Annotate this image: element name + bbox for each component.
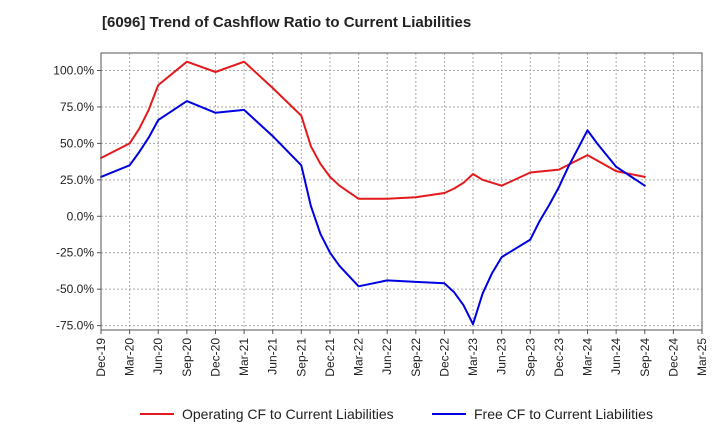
x-tick-label: Dec-21 bbox=[323, 338, 337, 377]
x-tick-label: Sep-21 bbox=[294, 338, 308, 377]
x-tick-label: Mar-21 bbox=[237, 338, 251, 376]
y-tick-label: -75.0% bbox=[56, 319, 94, 333]
x-tick-label: Sep-23 bbox=[523, 338, 537, 377]
x-tick-label: Dec-20 bbox=[208, 338, 222, 377]
x-tick-label: Jun-20 bbox=[151, 338, 165, 375]
y-tick-label: 100.0% bbox=[53, 63, 94, 77]
free-cf-line bbox=[100, 100, 646, 326]
x-tick-label: Jun-24 bbox=[609, 338, 623, 375]
y-tick-label: -25.0% bbox=[56, 246, 94, 260]
y-tick-label: 25.0% bbox=[60, 173, 94, 187]
x-tick-label: Sep-22 bbox=[409, 338, 423, 377]
operating-cf-line bbox=[100, 60, 646, 200]
x-tick-label: Jun-23 bbox=[495, 338, 509, 375]
x-tick-label: Sep-24 bbox=[638, 338, 652, 377]
x-tick-label: Mar-25 bbox=[695, 338, 709, 376]
x-tick-label: Dec-19 bbox=[94, 338, 108, 377]
legend-label-operating-cf: Operating CF to Current Liabilities bbox=[182, 406, 394, 422]
x-tick-label: Mar-24 bbox=[581, 338, 595, 376]
x-tick-label: Dec-23 bbox=[552, 338, 566, 377]
y-tick-label: -50.0% bbox=[56, 282, 94, 296]
legend-label-free-cf: Free CF to Current Liabilities bbox=[474, 406, 653, 422]
x-tick-label: Dec-22 bbox=[437, 338, 451, 377]
x-tick-label: Jun-21 bbox=[266, 338, 280, 375]
x-tick-label: Dec-24 bbox=[666, 338, 680, 377]
legend: Operating CF to Current Liabilities Free … bbox=[140, 406, 653, 422]
y-tick-label: 0.0% bbox=[67, 209, 95, 223]
x-tick-label: Jun-22 bbox=[380, 338, 394, 375]
x-tick-label: Mar-20 bbox=[123, 338, 137, 376]
x-tick-label: Sep-20 bbox=[180, 338, 194, 377]
y-tick-label: 75.0% bbox=[60, 100, 94, 114]
axis-layer: Dec-19 Mar-20 Jun-20 Sep-20 Dec-20 Mar-21 Jun-… bbox=[53, 52, 709, 377]
grid-layer bbox=[100, 53, 703, 330]
series-layer bbox=[100, 60, 646, 326]
x-tick-label: Mar-22 bbox=[352, 338, 366, 376]
plot-frame bbox=[100, 52, 703, 331]
chart-title: [6096] Trend of Cashflow Ratio to Curren… bbox=[102, 14, 472, 31]
y-tick-label: 50.0% bbox=[60, 136, 94, 150]
x-tick-label: Mar-23 bbox=[466, 338, 480, 376]
